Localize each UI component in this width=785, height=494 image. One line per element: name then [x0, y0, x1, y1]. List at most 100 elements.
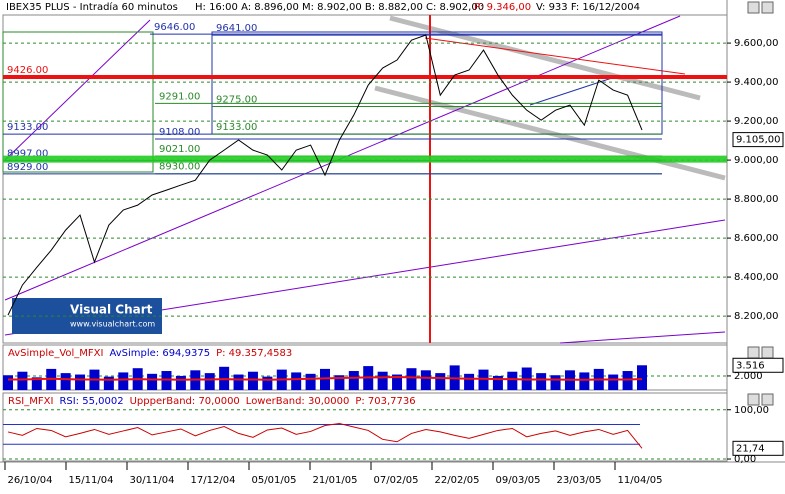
date-label: 15/11/04 — [69, 475, 114, 486]
volume-bar — [579, 372, 590, 390]
volume-date: V: 933 F: 16/12/2004 — [536, 2, 640, 13]
volume-bar — [406, 368, 417, 390]
volume-bar — [60, 373, 71, 390]
date-label: 21/01/05 — [313, 475, 358, 486]
logo-url: www.visualchart.com — [70, 320, 155, 329]
volume-bar — [435, 373, 446, 390]
y-tick-label: 8.200,00 — [734, 311, 779, 322]
y-tick-label: 8.800,00 — [734, 194, 779, 205]
level-label: 9021.00 — [159, 144, 200, 155]
date-label: 22/02/05 — [435, 475, 480, 486]
date-label: 07/02/05 — [374, 475, 419, 486]
level-label: 9275.00 — [216, 94, 257, 105]
volume-bar — [334, 375, 345, 390]
volume-bar — [507, 371, 518, 390]
y-tick-label: 100,00 — [734, 405, 769, 416]
y-tick-label: 9.200,00 — [734, 116, 779, 127]
panel-title: RSI_MFXI — [8, 396, 53, 407]
series-line — [7, 34, 643, 316]
close-button[interactable] — [761, 1, 774, 14]
date-label: 09/03/05 — [496, 475, 541, 486]
volume-bar — [291, 372, 302, 390]
trend-line — [424, 37, 686, 75]
level-label: 9646.00 — [154, 22, 195, 33]
level-label: 9291.00 — [159, 91, 200, 102]
last-value-label: 9.105,00 — [736, 135, 781, 146]
p-value: P: 9.346,00 — [474, 2, 531, 13]
y-tick-label: 2.000 — [734, 371, 763, 382]
level-label: 8929.00 — [7, 162, 48, 173]
volume-bar — [75, 374, 86, 390]
minimize-button[interactable] — [747, 1, 760, 14]
volume-bar — [348, 371, 359, 390]
level-label: 9133.00 — [7, 122, 48, 133]
close-button[interactable] — [761, 346, 774, 359]
minimize-button[interactable] — [747, 346, 760, 359]
volume-bar — [464, 373, 475, 390]
volume-bar — [31, 377, 42, 390]
volume-bar — [204, 373, 215, 390]
date-label: 11/04/05 — [618, 475, 663, 486]
volume-bar — [305, 373, 316, 390]
close-button[interactable] — [761, 393, 774, 406]
last-value-box — [732, 357, 784, 373]
volume-bar — [103, 376, 114, 390]
volume-bar — [608, 374, 619, 390]
level-label: 9641.00 — [216, 23, 257, 34]
volume-bar — [550, 375, 561, 390]
volume-bar — [377, 371, 388, 390]
header-text: IBEX35 PLUS - Intradía 60 minutos H: 16:… — [6, 1, 640, 13]
date-label: 23/03/05 — [557, 475, 602, 486]
volume-bar — [17, 371, 28, 390]
window-buttons[interactable] — [747, 1, 774, 406]
date-label: 05/01/05 — [252, 475, 297, 486]
last-value-label: 3.516 — [736, 360, 765, 371]
volume-bar — [247, 371, 258, 390]
last-value-label: 21,74 — [736, 443, 765, 454]
volume-bar — [420, 370, 431, 390]
volume-bar — [233, 374, 244, 390]
average-line — [8, 375, 643, 381]
fibo-box — [2, 31, 154, 173]
volume-bar — [3, 375, 13, 390]
panel-title: LowerBand: 30,0000 — [246, 396, 350, 407]
y-tick-label: 8.600,00 — [734, 233, 779, 244]
ohlc: H: 16:00 A: 8.896,00 M: 8.902,00 B: 8.88… — [195, 2, 484, 13]
volume-bar — [637, 365, 647, 390]
y-tick-label: 9.400,00 — [734, 77, 779, 88]
volume-bar — [262, 376, 273, 390]
volume-bar — [147, 373, 158, 390]
level-label: 9108.00 — [159, 127, 200, 138]
panel-title: AvSimple: 694,9375 — [109, 348, 210, 359]
price-panel — [2, 14, 728, 344]
date-label: 17/12/04 — [191, 475, 236, 486]
series-line — [7, 423, 643, 449]
channel-line — [389, 15, 701, 101]
volume-bar — [536, 373, 547, 390]
level-label: 9133.00 — [216, 122, 257, 133]
volume-bar — [478, 369, 489, 390]
level-label: 8930.00 — [159, 162, 200, 173]
panel-title: P: 703,7736 — [355, 396, 415, 407]
logo-title: Visual Chart — [70, 303, 153, 317]
y-tick-label: 0,00 — [734, 454, 756, 465]
level-label: 8997.00 — [7, 149, 48, 160]
trend-line — [559, 331, 726, 344]
symbol: IBEX35 PLUS - Intradía 60 minutos — [6, 1, 178, 13]
panel-title: AvSimple_Vol_MFXI — [8, 348, 103, 359]
volume-bar — [320, 368, 330, 390]
y-tick-label: 8.400,00 — [734, 272, 779, 283]
level-label: 9426.00 — [7, 65, 48, 76]
minimize-button[interactable] — [747, 393, 760, 406]
last-value-box — [732, 132, 784, 148]
volume-bar — [161, 371, 172, 390]
volume-bar — [622, 371, 633, 390]
rsi-panel — [2, 392, 728, 462]
panel-title: P: 49.357,4583 — [216, 348, 292, 359]
volume-bar — [492, 375, 503, 390]
y-tick-label: 9.000,00 — [734, 155, 779, 166]
volume-bar — [118, 372, 129, 390]
y-tick-label: 9.600,00 — [734, 38, 779, 49]
panel-title: RSI: 55,0002 — [59, 396, 123, 407]
